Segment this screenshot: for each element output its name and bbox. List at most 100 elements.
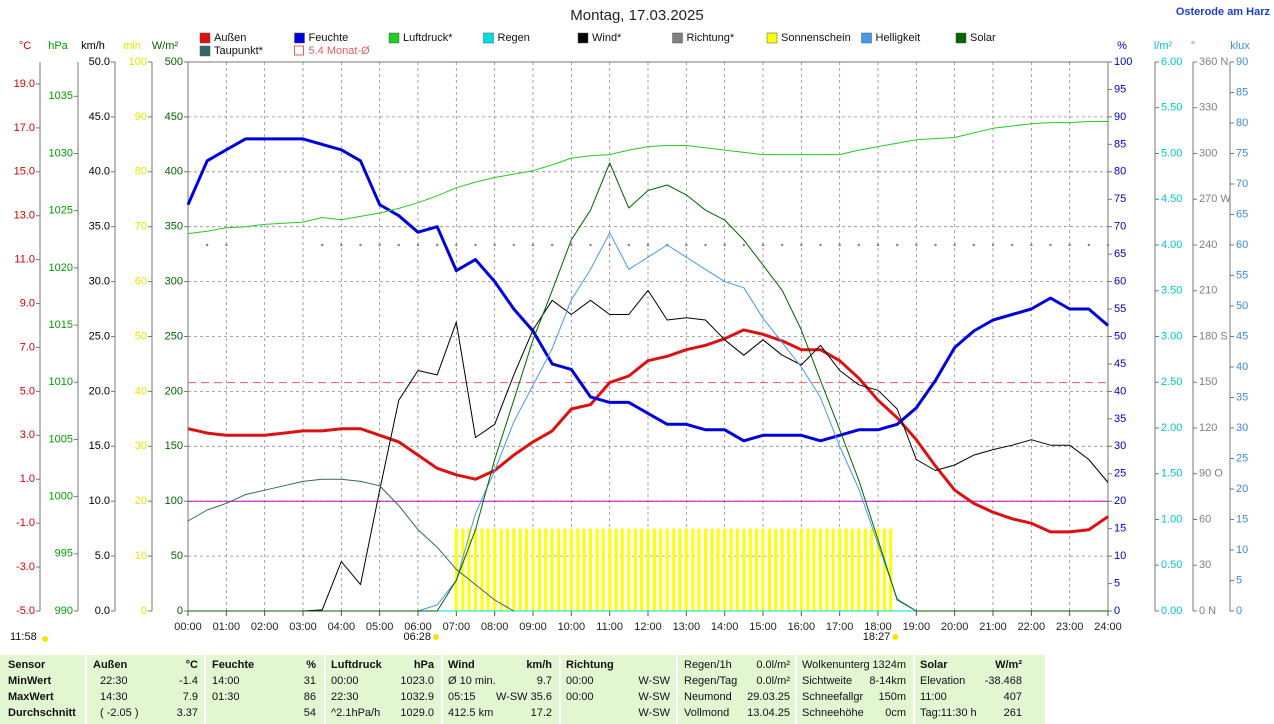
- direction-dot: [876, 243, 880, 247]
- sunshine-bar: [639, 528, 643, 611]
- sun-time: 06:28: [403, 631, 431, 643]
- y-tick-label: 10.0: [89, 495, 110, 507]
- direction-dot: [1068, 243, 1071, 247]
- stats-cell: Vollmond: [684, 707, 729, 719]
- sunshine-bar: [653, 528, 657, 611]
- legend-swatch: [199, 32, 211, 44]
- y-tick-label: 20: [135, 495, 147, 507]
- direction-dot: [320, 243, 324, 247]
- legend-label: Taupunkt*: [214, 45, 264, 57]
- y-tick-label: 360 N: [1199, 56, 1228, 68]
- y-tick-label: 40: [135, 385, 147, 397]
- direction-dot: [627, 243, 631, 247]
- y-tick-label: 0.50: [1161, 559, 1182, 571]
- y-tick-label: 150: [1199, 376, 1217, 388]
- direction-dot: [857, 243, 861, 247]
- stats-cell: Regen/Tag: [684, 675, 737, 687]
- stats-cell: 86: [304, 691, 316, 703]
- y-tick-label: 50.0: [89, 56, 110, 68]
- x-tick-label: 19:00: [903, 621, 931, 633]
- y-tick-label: 45: [1114, 358, 1126, 370]
- y-tick-label: 40.0: [89, 166, 110, 178]
- y-tick-label: 5.0: [20, 385, 35, 397]
- sunshine-bar: [531, 528, 535, 611]
- stats-cell: 1023.0: [400, 675, 434, 687]
- sunshine-bar: [812, 528, 816, 611]
- y-tick-label: 80: [135, 166, 147, 178]
- chart-title: Montag, 17.03.2025: [570, 7, 703, 24]
- sunshine-bar: [633, 528, 637, 611]
- y-tick-label: 1030: [49, 147, 73, 159]
- legend-swatch: [199, 45, 211, 57]
- y-tick-label: 65: [1236, 208, 1248, 220]
- y-tick-label: 15.0: [14, 166, 35, 178]
- y-tick-label: 350: [165, 221, 183, 233]
- legend-swatch: [388, 32, 400, 44]
- sunshine-bar: [620, 528, 624, 611]
- series-line: [186, 137, 1109, 443]
- axis-title: l/m²: [1154, 40, 1173, 52]
- stats-cell: 29.03.25: [747, 691, 790, 703]
- x-tick-label: 12:00: [634, 621, 662, 633]
- y-tick-label: 45.0: [89, 111, 110, 123]
- stats-cell: 00:00: [331, 675, 359, 687]
- sunshine-bar: [582, 528, 586, 611]
- y-tick-label: 0: [177, 605, 183, 617]
- y-tick-label: 60: [1236, 239, 1248, 251]
- y-tick-label: 50: [1236, 300, 1248, 312]
- stats-cell: Regen/1h: [684, 659, 732, 671]
- sunshine-bar: [825, 528, 829, 611]
- legend-label: Richtung*: [687, 32, 735, 44]
- y-tick-label: 70: [1114, 221, 1126, 233]
- stats-cell: 14:30: [100, 691, 128, 703]
- axis-title: hPa: [48, 40, 68, 52]
- sunshine-bar: [474, 528, 477, 611]
- sunshine-bar: [512, 528, 516, 611]
- y-tick-label: 1015: [49, 319, 73, 331]
- location: Osterode am Harz: [1176, 6, 1271, 18]
- x-tick-label: 20:00: [941, 621, 969, 633]
- direction-dot: [646, 243, 650, 247]
- y-tick-label: 10: [1114, 550, 1126, 562]
- sunshine-bar: [831, 528, 835, 611]
- y-tick-label: 90: [1114, 111, 1126, 123]
- x-tick-label: 07:00: [443, 621, 471, 633]
- y-tick-label: 50: [171, 550, 183, 562]
- sunshine-bar: [806, 528, 810, 611]
- legend-label: 5.4 Monat-Ø: [309, 45, 371, 57]
- stats-cell: MaxWert: [8, 691, 54, 703]
- y-tick-label: 75: [1236, 147, 1248, 159]
- x-tick-label: 13:00: [673, 621, 701, 633]
- direction-dot: [685, 243, 688, 247]
- y-tick-label: 500: [165, 56, 183, 68]
- direction-dot: [991, 243, 995, 247]
- stats-cell: 1029.0: [400, 707, 434, 719]
- sunshine-bar: [518, 528, 522, 611]
- stats-cell: Durchschnitt: [8, 707, 76, 719]
- y-tick-label: 95: [1114, 83, 1126, 95]
- direction-dot: [225, 243, 228, 247]
- stats-cell: W-SW: [638, 675, 670, 687]
- stats-cell: 01:30: [212, 691, 240, 703]
- y-tick-label: 6.00: [1161, 56, 1182, 68]
- y-tick-label: 85: [1114, 138, 1126, 150]
- y-tick-label: 30.0: [89, 276, 110, 288]
- x-tick-label: 16:00: [788, 621, 816, 633]
- sunshine-bar: [659, 528, 663, 611]
- y-tick-label: 90 O: [1199, 468, 1223, 480]
- sunshine-bar: [538, 528, 542, 611]
- direction-dot: [608, 243, 611, 247]
- sunshine-bar: [646, 528, 650, 611]
- sunshine-bar: [716, 528, 720, 611]
- stats-cell: Richtung: [566, 659, 614, 671]
- stats-cell: Schneehöhe: [802, 707, 864, 719]
- series-line: [187, 478, 515, 612]
- sunshine-bar: [863, 528, 867, 611]
- stats-cell: -38.468: [985, 675, 1022, 687]
- sunshine-bar: [793, 528, 797, 611]
- stats-cell: %: [306, 659, 316, 671]
- x-tick-label: 21:00: [979, 621, 1007, 633]
- stats-cell: Feuchte: [212, 659, 254, 671]
- sunshine-bar: [889, 528, 893, 611]
